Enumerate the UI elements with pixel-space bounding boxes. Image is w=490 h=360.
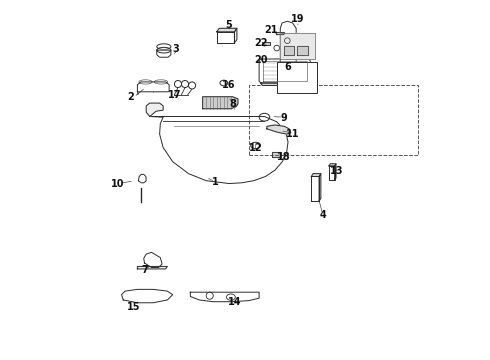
Text: 18: 18 bbox=[277, 152, 291, 162]
Text: 4: 4 bbox=[319, 210, 326, 220]
Text: 14: 14 bbox=[228, 297, 241, 307]
Text: 3: 3 bbox=[173, 45, 179, 54]
Polygon shape bbox=[259, 59, 310, 83]
Text: 19: 19 bbox=[291, 14, 305, 24]
Polygon shape bbox=[329, 166, 335, 180]
Text: 21: 21 bbox=[265, 25, 278, 35]
Text: 13: 13 bbox=[330, 166, 343, 176]
Ellipse shape bbox=[181, 81, 189, 87]
Polygon shape bbox=[297, 46, 308, 55]
Ellipse shape bbox=[189, 82, 196, 89]
Text: 11: 11 bbox=[286, 129, 299, 139]
Text: 20: 20 bbox=[254, 55, 268, 65]
Text: 8: 8 bbox=[229, 99, 236, 109]
Polygon shape bbox=[311, 174, 321, 176]
Polygon shape bbox=[157, 50, 171, 57]
Polygon shape bbox=[284, 46, 294, 55]
Bar bbox=[248, 85, 418, 155]
Text: 7: 7 bbox=[141, 265, 148, 275]
Text: 5: 5 bbox=[226, 20, 232, 30]
Ellipse shape bbox=[174, 81, 181, 87]
Text: 15: 15 bbox=[127, 302, 141, 312]
Polygon shape bbox=[311, 176, 319, 201]
Text: 9: 9 bbox=[280, 113, 287, 123]
Text: 10: 10 bbox=[111, 179, 125, 189]
Polygon shape bbox=[262, 42, 270, 45]
Polygon shape bbox=[272, 152, 281, 157]
Polygon shape bbox=[319, 174, 321, 201]
Text: 22: 22 bbox=[254, 38, 268, 48]
Polygon shape bbox=[276, 32, 285, 35]
Polygon shape bbox=[190, 292, 259, 302]
Polygon shape bbox=[150, 117, 288, 184]
Polygon shape bbox=[280, 32, 315, 59]
Text: 12: 12 bbox=[249, 143, 262, 153]
Polygon shape bbox=[280, 21, 296, 83]
Text: 17: 17 bbox=[168, 90, 181, 100]
Polygon shape bbox=[335, 164, 336, 180]
Polygon shape bbox=[329, 164, 336, 166]
Polygon shape bbox=[217, 28, 237, 32]
Polygon shape bbox=[122, 289, 172, 303]
Polygon shape bbox=[137, 266, 168, 269]
Polygon shape bbox=[203, 97, 238, 109]
Polygon shape bbox=[234, 28, 237, 43]
Polygon shape bbox=[146, 103, 163, 117]
Polygon shape bbox=[144, 252, 162, 267]
Polygon shape bbox=[261, 83, 310, 85]
Text: 16: 16 bbox=[222, 80, 236, 90]
Polygon shape bbox=[139, 174, 146, 183]
Text: 1: 1 bbox=[212, 177, 219, 187]
Polygon shape bbox=[217, 32, 234, 43]
Text: 6: 6 bbox=[284, 62, 291, 72]
Polygon shape bbox=[137, 82, 169, 92]
Bar bbox=[277, 62, 318, 93]
Text: 2: 2 bbox=[127, 92, 134, 102]
Polygon shape bbox=[267, 125, 291, 134]
